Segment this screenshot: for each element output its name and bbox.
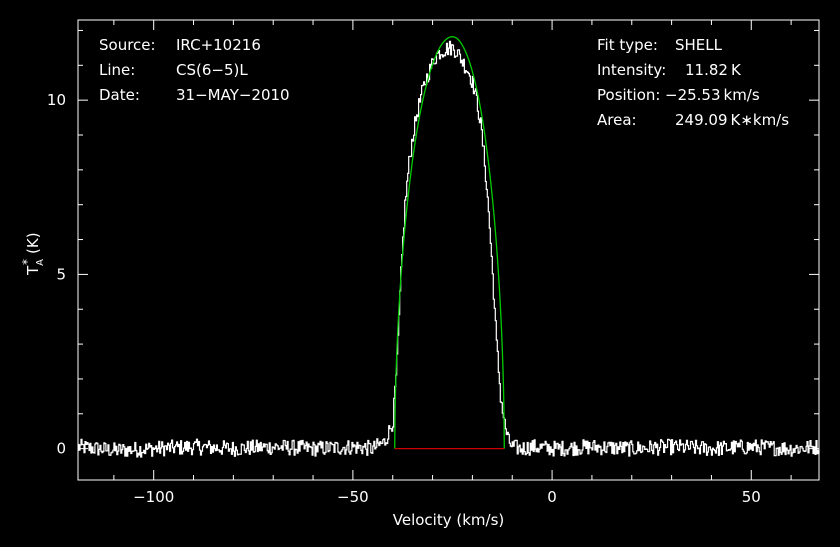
y-tick-label: 5 (56, 265, 66, 283)
y-axis-label-subscript: A (35, 259, 46, 266)
position-value: −25.53 km/s (665, 86, 760, 104)
x-tick-label: 0 (547, 488, 557, 506)
area-value: 249.09 K∗km/s (675, 111, 789, 129)
fit-type-label: Fit type: (597, 36, 658, 54)
x-axis-title: Velocity (km/s) (393, 511, 504, 529)
x-tick-label: 50 (742, 488, 761, 506)
date-label: Date: (99, 86, 140, 104)
intensity-value: 11.82 K (685, 61, 742, 79)
y-axis-label-superscript: * (20, 259, 34, 265)
y-axis-title: TA* (K) (20, 232, 46, 276)
spectrum-line (78, 40, 820, 458)
shell-fit-line (394, 36, 505, 449)
line-value: CS(6−5)L (176, 61, 248, 79)
x-tick-label: −50 (337, 488, 369, 506)
source-label: Source: (99, 36, 156, 54)
source-value: IRC+10216 (176, 36, 261, 54)
plot-frame (77, 19, 820, 481)
y-axis-label-unit: (K) (24, 232, 42, 254)
date-value: 31−MAY−2010 (176, 86, 290, 104)
fit-type-value: SHELL (675, 36, 723, 54)
tick-labels: −100 −50 0 50 0 5 10 (47, 91, 761, 506)
y-tick-label: 0 (56, 440, 66, 458)
y-tick-label: 10 (47, 91, 66, 109)
area-label: Area: (597, 111, 637, 129)
fit-info: Fit type: SHELL Intensity: 11.82 K Posit… (597, 36, 789, 129)
x-axis-label: Velocity (km/s) (393, 511, 504, 529)
line-label: Line: (99, 61, 135, 79)
position-label: Position: (597, 86, 660, 104)
x-tick-label: −100 (133, 488, 174, 506)
y-axis-label: TA* (K) (20, 232, 46, 276)
intensity-label: Intensity: (597, 61, 666, 79)
source-info: Source: IRC+10216 Line: CS(6−5)L Date: 3… (99, 36, 290, 104)
y-axis-label-symbol: T (24, 265, 42, 276)
